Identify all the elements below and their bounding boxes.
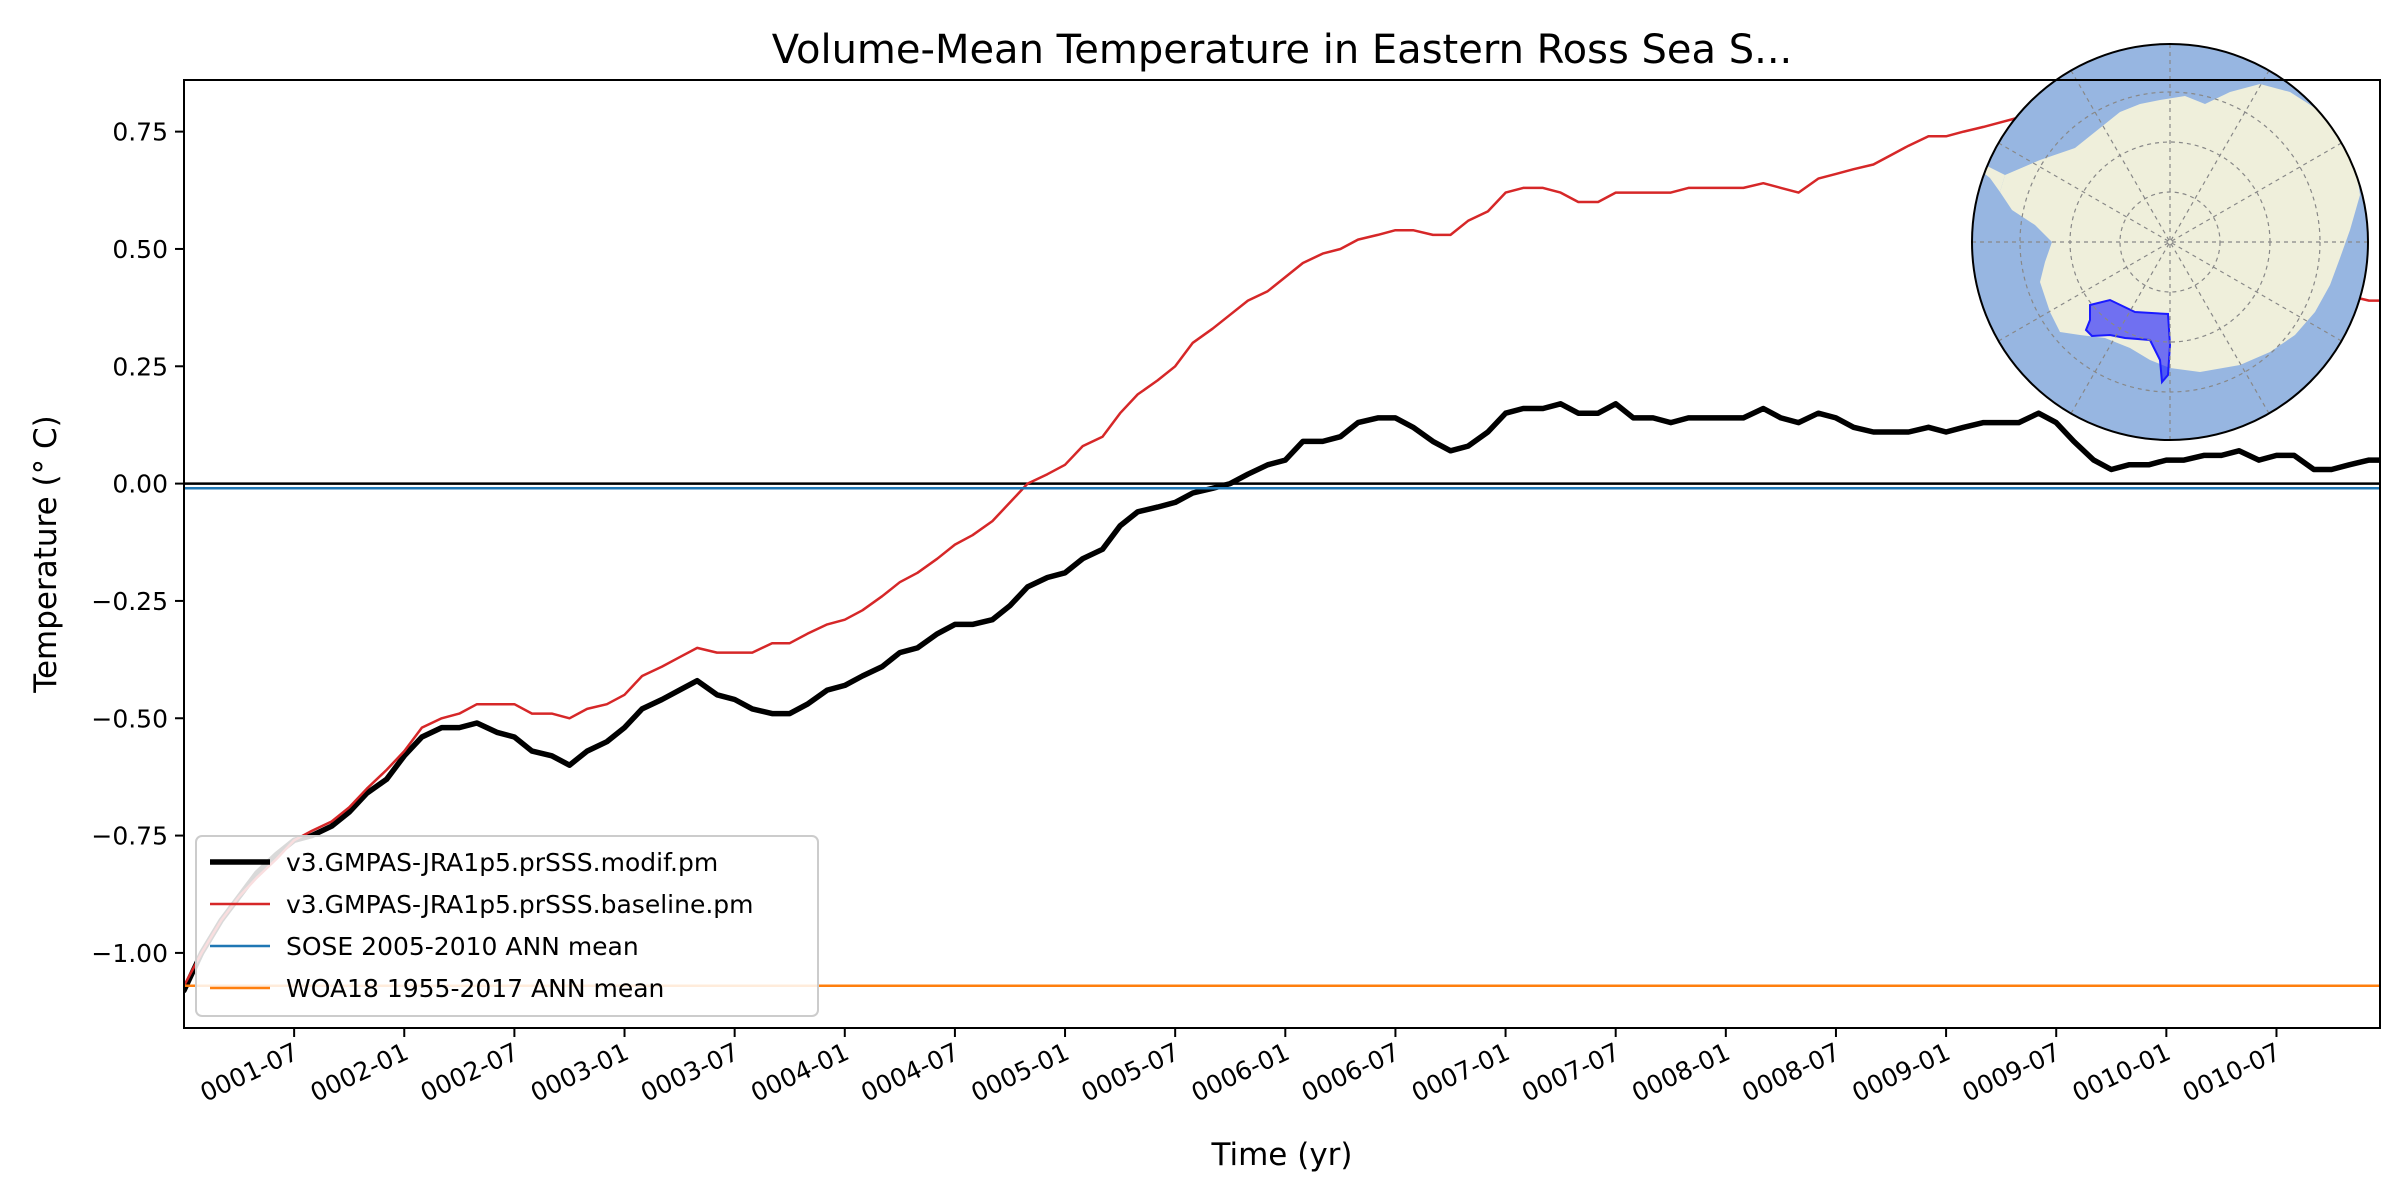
legend-label-4: WOA18 1955-2017 ANN mean (286, 974, 664, 1003)
series-line-1 (184, 401, 2380, 994)
y-tick-label: 0.25 (112, 352, 168, 381)
y-tick-label: 0.00 (112, 470, 168, 499)
y-tick-label: −1.00 (91, 939, 168, 968)
map-meridian (1998, 142, 2342, 342)
y-axis: 0.75 0.50 0.25 0.00 −0.25 −0.50 −0.75 −1.00 (91, 118, 184, 968)
y-tick-label: 0.50 (112, 235, 168, 264)
map-meridian (2070, 70, 2270, 414)
legend-label-2: v3.GMPAS-JRA1p5.prSSS.baseline.pm (286, 890, 754, 919)
legend-label-1: v3.GMPAS-JRA1p5.prSSS.modif.pm (286, 848, 718, 877)
map-border (1971, 43, 2369, 441)
y-tick-label: 0.75 (112, 118, 168, 147)
y-tick-label: −0.25 (91, 587, 168, 616)
plot-frame (183, 79, 2381, 1029)
y-tick-label: −0.75 (91, 822, 168, 851)
x-axis-label: Time (yr) (1211, 1137, 1353, 1173)
chart-title: Volume-Mean Temperature in Eastern Ross … (772, 27, 1793, 73)
legend-label-3: SOSE 2005-2010 ANN mean (286, 932, 639, 961)
y-tick-label: −0.50 (91, 704, 168, 733)
legend: v3.GMPAS-JRA1p5.prSSS.modif.pm v3.GMPAS-J… (195, 835, 819, 1017)
legend-box (195, 835, 819, 1017)
y-axis-label: Temperature (° C) (28, 415, 64, 693)
map-meridian (1998, 142, 2342, 342)
map-meridian (2070, 70, 2270, 414)
inset-map (1971, 43, 2369, 441)
map-graticule (1972, 44, 2368, 440)
map-eastern-ross-sea-region (2084, 298, 2172, 385)
